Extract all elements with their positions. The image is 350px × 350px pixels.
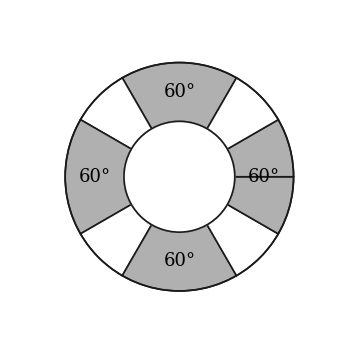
Wedge shape — [122, 63, 237, 129]
Wedge shape — [228, 120, 294, 177]
Text: 60°: 60° — [163, 83, 195, 101]
Wedge shape — [80, 204, 152, 276]
Text: 60°: 60° — [163, 252, 195, 270]
Text: 60°: 60° — [248, 168, 280, 186]
Text: 60°: 60° — [79, 168, 111, 186]
Wedge shape — [80, 78, 152, 149]
Wedge shape — [207, 78, 278, 149]
Wedge shape — [228, 177, 294, 234]
Wedge shape — [207, 204, 278, 276]
Circle shape — [124, 121, 235, 232]
Wedge shape — [65, 120, 131, 234]
Wedge shape — [122, 225, 237, 291]
